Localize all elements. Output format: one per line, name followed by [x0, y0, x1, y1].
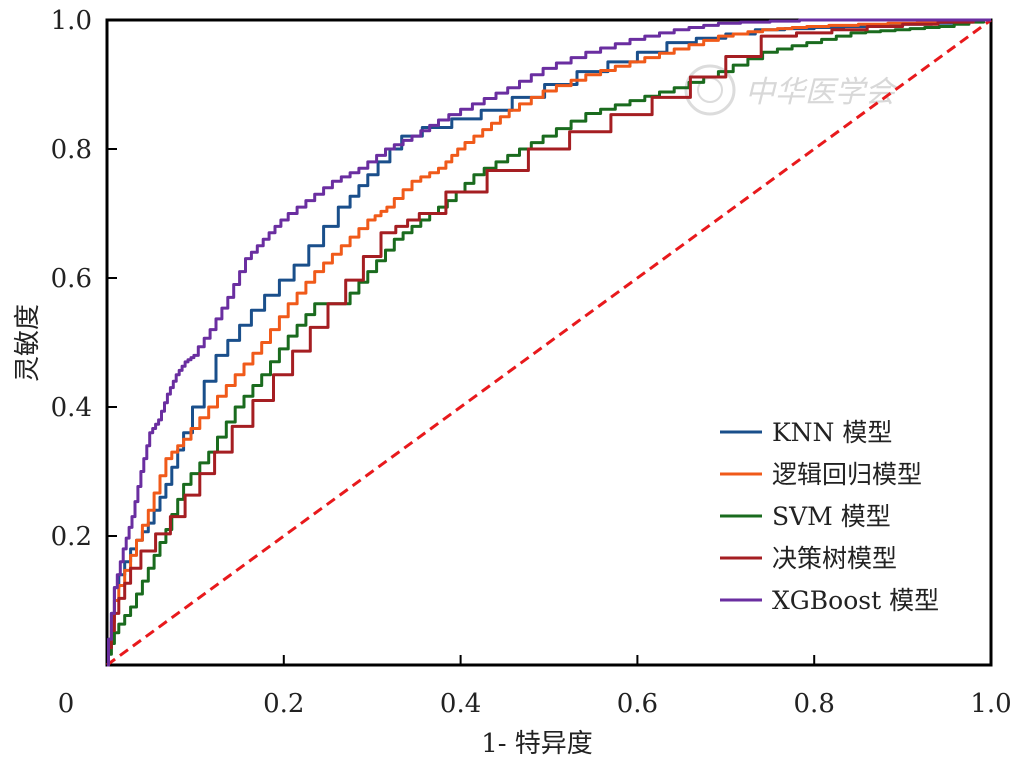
- reference-diagonal-line: [106, 18, 992, 667]
- series-line-4: [107, 18, 991, 667]
- y-axis-title: 灵敏度: [13, 304, 43, 382]
- legend-label: 逻辑回归模型: [772, 460, 922, 489]
- x-tick-label: 0.2: [263, 689, 304, 719]
- legend-label: SVM 模型: [772, 502, 891, 531]
- series-layer: [107, 18, 991, 667]
- plot-area: [105, 18, 993, 667]
- watermark-seal-icon: [684, 64, 736, 116]
- x-tick-label: 0: [58, 689, 75, 719]
- y-tick-label: 0.6: [51, 264, 92, 294]
- plot-frame: [105, 18, 993, 667]
- series-line-5: [107, 18, 991, 667]
- x-tick-label: 0.6: [617, 689, 658, 719]
- x-tick-label: 0.8: [794, 689, 835, 719]
- x-tick-label: 0.4: [440, 689, 481, 719]
- y-axis: 0.2 0.4 0.6 0.8 1.0: [51, 6, 117, 552]
- legend-label: 决策树模型: [772, 544, 897, 573]
- y-tick-label: 0.8: [51, 135, 92, 165]
- watermark: 中华医学会: [684, 64, 898, 116]
- legend-label: XGBoost 模型: [772, 586, 939, 615]
- x-axis-title: 1- 特异度: [481, 729, 593, 759]
- legend-box: [700, 405, 985, 623]
- x-tick-label: 1.0: [970, 689, 1011, 719]
- y-tick-label: 0.2: [51, 522, 92, 552]
- legend-label: KNN 模型: [772, 418, 892, 447]
- y-tick-label: 1.0: [51, 6, 92, 36]
- series-line-2: [107, 18, 991, 667]
- watermark-text: 中华医学会: [745, 75, 898, 110]
- series-line-3: [107, 18, 991, 667]
- y-tick-label: 0.4: [51, 393, 92, 423]
- x-axis: 0 0.2 0.4 0.6 0.8 1.0: [58, 655, 1012, 719]
